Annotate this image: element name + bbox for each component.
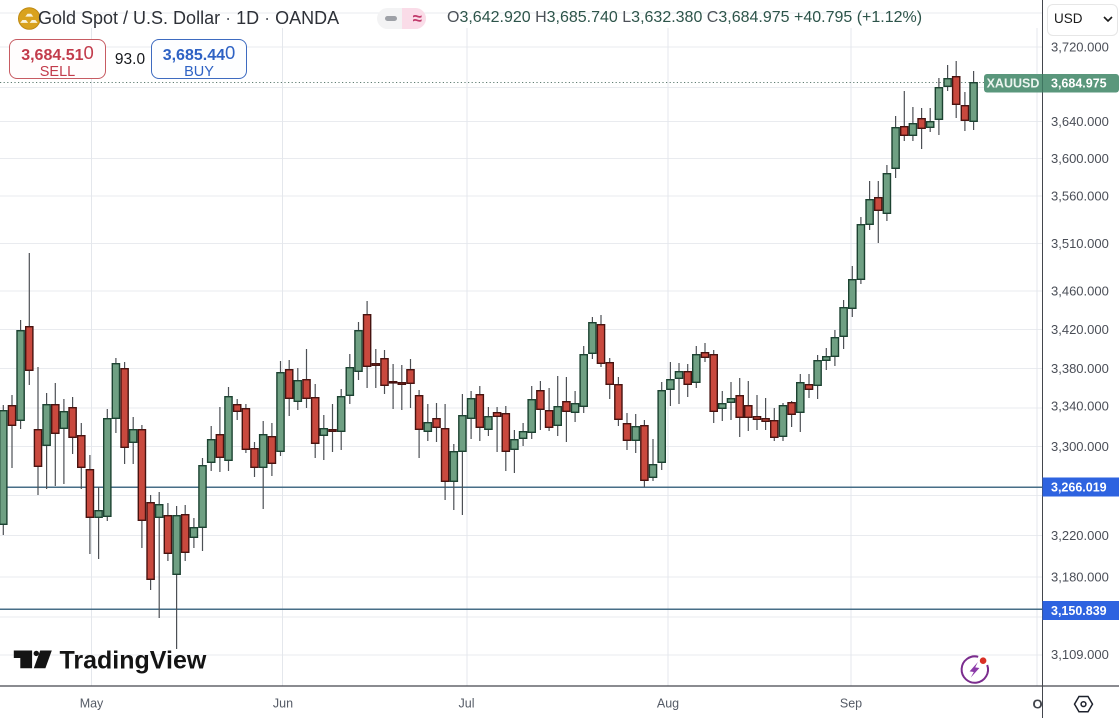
svg-text:3,300.000: 3,300.000 (1051, 439, 1109, 454)
svg-text:XAUUSD: XAUUSD (987, 77, 1040, 91)
svg-text:3,180.000: 3,180.000 (1051, 569, 1109, 584)
svg-text:3,684.975: 3,684.975 (1051, 77, 1107, 91)
svg-text:3,640.000: 3,640.000 (1051, 114, 1109, 129)
svg-text:3,109.000: 3,109.000 (1051, 647, 1109, 662)
svg-text:3,460.000: 3,460.000 (1051, 283, 1109, 298)
svg-text:3,150.839: 3,150.839 (1051, 604, 1107, 618)
svg-text:3,340.000: 3,340.000 (1051, 398, 1109, 413)
svg-text:Sep: Sep (840, 697, 862, 711)
svg-text:3,420.000: 3,420.000 (1051, 322, 1109, 337)
svg-text:3,220.000: 3,220.000 (1051, 528, 1109, 543)
svg-text:3,560.000: 3,560.000 (1051, 188, 1109, 203)
svg-text:3,380.000: 3,380.000 (1051, 361, 1109, 376)
svg-text:Jul: Jul (459, 697, 475, 711)
svg-text:Jun: Jun (273, 697, 293, 711)
svg-text:May: May (80, 697, 104, 711)
svg-text:TradingView: TradingView (60, 647, 207, 675)
svg-text:Aug: Aug (657, 697, 679, 711)
svg-text:3,510.000: 3,510.000 (1051, 236, 1109, 251)
svg-text:3,266.019: 3,266.019 (1051, 480, 1107, 494)
svg-text:O: O (1032, 697, 1042, 712)
svg-text:3,720.000: 3,720.000 (1051, 39, 1109, 54)
svg-text:3,600.000: 3,600.000 (1051, 151, 1109, 166)
